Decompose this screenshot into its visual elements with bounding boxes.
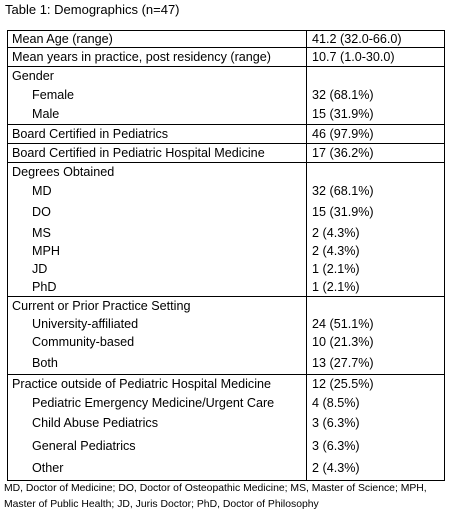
table-group: Practice outside of Pediatric Hospital M… (8, 374, 444, 480)
row-value: 10 (21.3%) (312, 335, 374, 349)
row-label: MD (8, 182, 307, 201)
row-label: Gender (8, 67, 307, 86)
row-label: General Pediatrics (8, 435, 307, 457)
row-label: Mean Age (range) (8, 31, 307, 47)
table-group: Degrees Obtained MD 32 (68.1%) DO 15 (31.9%)… (8, 162, 444, 296)
row-label: Mean years in practice, post residency (… (8, 48, 307, 66)
table-group: Gender Female 32 (68.1%) Male 15 (31.9%) (8, 66, 444, 124)
row-value: 12 (25.5%) (312, 377, 374, 391)
row-label: Board Certified in Pediatric Hospital Me… (8, 144, 307, 162)
row-value: 46 (97.9%) (312, 127, 374, 141)
table-group: Board Certified in Pediatric Hospital Me… (8, 143, 444, 162)
row-label: JD (8, 260, 307, 278)
table-row: Female 32 (68.1%) (8, 86, 444, 105)
table-row: Other 2 (4.3%) (8, 457, 444, 480)
table-row: Gender (8, 67, 444, 86)
row-value: 2 (4.3%) (312, 461, 360, 475)
row-value: 13 (27.7%) (312, 356, 374, 370)
table-row: JD 1 (2.1%) (8, 260, 444, 278)
row-value: 41.2 (32.0-66.0) (312, 32, 402, 46)
row-value: 3 (6.3%) (312, 439, 360, 453)
row-label: Community-based (8, 333, 307, 352)
row-value: 10.7 (1.0-30.0) (312, 50, 395, 64)
row-label: Female (8, 86, 307, 105)
row-value: 15 (31.9%) (312, 107, 374, 121)
row-value: 17 (36.2%) (312, 146, 374, 160)
row-label: Pediatric Emergency Medicine/Urgent Care (8, 394, 307, 412)
row-value: 32 (68.1%) (312, 184, 374, 198)
table-row: Pediatric Emergency Medicine/Urgent Care… (8, 394, 444, 412)
table-row: MS 2 (4.3%) (8, 224, 444, 242)
table-row: Board Certified in Pediatric Hospital Me… (8, 144, 444, 162)
row-label: Board Certified in Pediatrics (8, 125, 307, 143)
table-row: Degrees Obtained (8, 163, 444, 182)
row-label: Current or Prior Practice Setting (8, 297, 307, 315)
table-row: Male 15 (31.9%) (8, 105, 444, 124)
row-value: 1 (2.1%) (312, 262, 360, 276)
row-value: 32 (68.1%) (312, 88, 374, 102)
row-label: Both (8, 352, 307, 374)
row-label: DO (8, 201, 307, 224)
table-row: University-affiliated 24 (51.1%) (8, 315, 444, 333)
row-value (307, 163, 444, 182)
row-label: MS (8, 224, 307, 242)
row-label: Other (8, 457, 307, 480)
row-label: PhD (8, 278, 307, 296)
row-value (307, 67, 444, 86)
row-value: 3 (6.3%) (312, 416, 360, 430)
table-group: Mean years in practice, post residency (… (8, 47, 444, 66)
table-caption: Table 1: Demographics (n=47) (5, 2, 180, 17)
table-group: Current or Prior Practice Setting Univers… (8, 296, 444, 374)
table-row: Board Certified in Pediatrics 46 (97.9%) (8, 125, 444, 143)
table-row: DO 15 (31.9%) (8, 201, 444, 224)
table-row: Both 13 (27.7%) (8, 352, 444, 374)
row-value: 1 (2.1%) (312, 280, 360, 294)
demographics-table: Mean Age (range) 41.2 (32.0-66.0) Mean yea… (7, 30, 445, 481)
row-label: Degrees Obtained (8, 163, 307, 182)
row-value: 15 (31.9%) (312, 205, 374, 219)
table-row: MPH 2 (4.3%) (8, 242, 444, 260)
row-label: MPH (8, 242, 307, 260)
row-value: 2 (4.3%) (312, 226, 360, 240)
table-row: MD 32 (68.1%) (8, 182, 444, 201)
table-row: Current or Prior Practice Setting (8, 297, 444, 315)
row-value: 4 (8.5%) (312, 396, 360, 410)
row-value (307, 297, 444, 315)
table-row: Mean Age (range) 41.2 (32.0-66.0) (8, 31, 444, 47)
row-value: 24 (51.1%) (312, 317, 374, 331)
table-footnote: MD, Doctor of Medicine; DO, Doctor of Os… (4, 483, 427, 510)
table-row: Mean years in practice, post residency (… (8, 48, 444, 66)
table-row: Community-based 10 (21.3%) (8, 333, 444, 352)
row-value: 2 (4.3%) (312, 244, 360, 258)
table-group: Board Certified in Pediatrics 46 (97.9%) (8, 124, 444, 143)
table-row: PhD 1 (2.1%) (8, 278, 444, 296)
table-row: General Pediatrics 3 (6.3%) (8, 435, 444, 457)
row-label: Male (8, 105, 307, 124)
table-row: Child Abuse Pediatrics 3 (6.3%) (8, 412, 444, 435)
row-label: Child Abuse Pediatrics (8, 412, 307, 435)
table-group: Mean Age (range) 41.2 (32.0-66.0) (8, 31, 444, 47)
row-label: Practice outside of Pediatric Hospital M… (8, 375, 307, 394)
row-label: University-affiliated (8, 315, 307, 333)
table-row: Practice outside of Pediatric Hospital M… (8, 375, 444, 394)
